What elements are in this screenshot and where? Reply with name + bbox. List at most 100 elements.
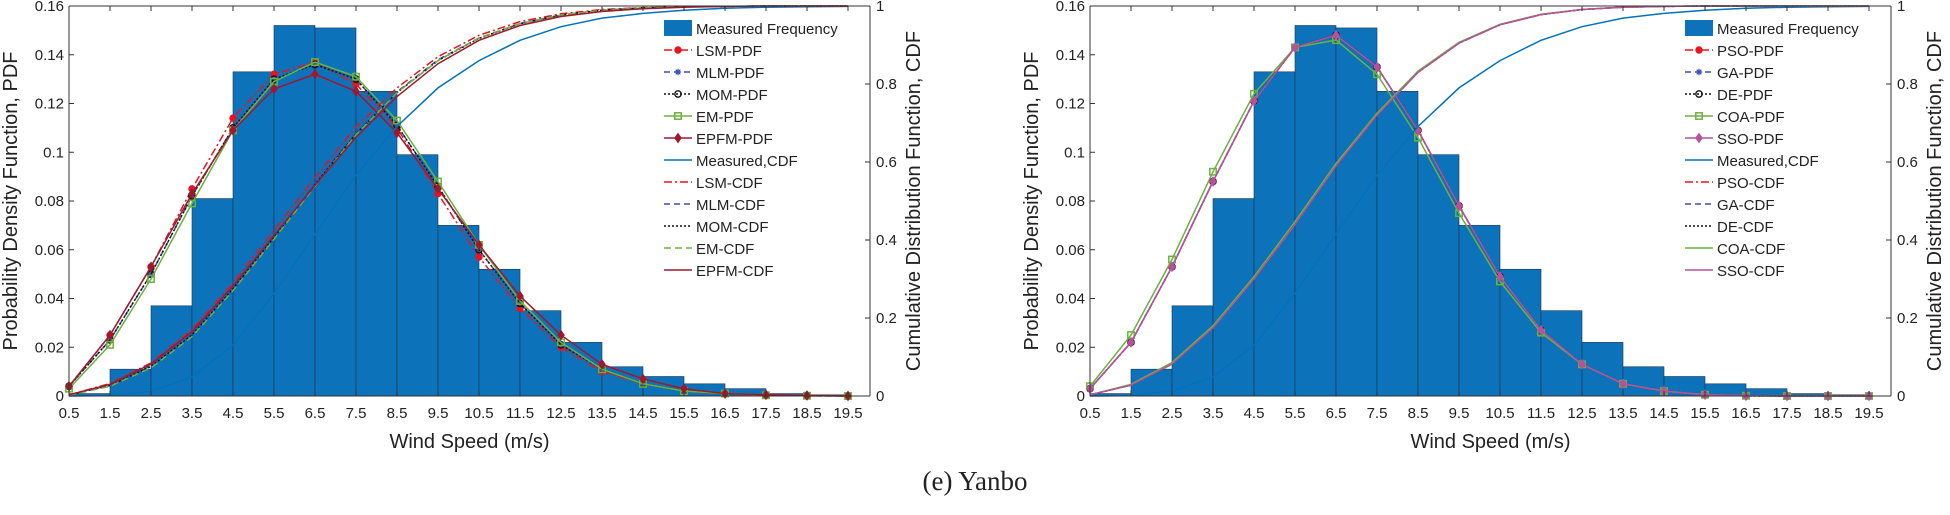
x-tick-label: 7.5 (1367, 405, 1388, 422)
legend-marker (674, 132, 682, 144)
x-tick-label: 11.5 (1527, 405, 1555, 422)
data-point-marker (352, 85, 360, 97)
y-tick-label: 0.02 (35, 339, 64, 356)
y-tick-label: 0 (56, 388, 64, 405)
y-axis-label: Probability Density Function, PDF (0, 51, 22, 350)
legend-label: DE-PDF (1717, 87, 1773, 104)
legend-item: Measured,CDF (664, 153, 798, 170)
histogram-bar (1417, 154, 1460, 397)
x-tick-label: 17.5 (1772, 405, 1801, 422)
data-point-marker (557, 341, 565, 349)
x-tick-label: 10.5 (1485, 405, 1514, 422)
y2-tick-label: 0.8 (1897, 76, 1918, 93)
data-point-marker (475, 253, 483, 261)
data-point-marker (147, 261, 155, 273)
x-tick-label: 4.5 (1244, 405, 1265, 422)
x-tick-label: 14.5 (1649, 405, 1678, 422)
x-tick-label: 2.5 (1162, 405, 1183, 422)
data-point-marker (1537, 324, 1545, 336)
histogram-bar (1581, 342, 1624, 397)
legend-item: Measured Frequency (1685, 20, 1859, 38)
histogram-bar (1745, 388, 1788, 397)
legend-marker (1695, 68, 1703, 76)
data-point-marker (188, 199, 196, 208)
legend-label: Measured,CDF (696, 153, 798, 170)
x-tick-label: 15.5 (669, 405, 698, 422)
x-tick-label: 3.5 (1203, 405, 1224, 422)
x-tick-label: 4.5 (223, 405, 244, 422)
x-tick-label: 18.5 (792, 405, 821, 422)
histogram-bar (314, 27, 357, 397)
legend-marker (1695, 132, 1703, 144)
legend-box (1683, 16, 1889, 278)
x-tick-label: 14.5 (628, 405, 657, 422)
y-tick-label: 0 (1077, 388, 1085, 405)
legend-label: GA-CDF (1717, 197, 1775, 214)
legend-label: Measured Frequency (1717, 21, 1859, 38)
data-point-marker (393, 127, 401, 139)
y-tick-label: 0.12 (35, 96, 64, 113)
legend-item: EPFM-PDF (664, 131, 773, 148)
data-point-marker (1209, 176, 1217, 187)
x-axis-label: Wind Speed (m/s) (389, 431, 549, 453)
y-tick-label: 0.1 (1064, 144, 1085, 161)
x-tick-label: 3.5 (182, 405, 203, 422)
y-tick-label: 0.04 (35, 291, 64, 308)
legend-item: COA-PDF (1685, 109, 1785, 126)
legend-item: LSM-CDF (664, 175, 763, 192)
series-line-measured-cdf (1089, 5, 1870, 397)
x-tick-label: 13.5 (1608, 405, 1637, 422)
legend-item: GA-PDF (1685, 65, 1774, 82)
legend-item: SSO-CDF (1685, 263, 1785, 280)
legend-label: Measured,CDF (1717, 153, 1819, 170)
data-point-marker (1168, 261, 1176, 273)
histogram-bar (1212, 198, 1255, 397)
data-point-marker (557, 329, 565, 341)
series-line-epfm-cdf (68, 5, 848, 396)
x-tick-label: 18.5 (1813, 405, 1842, 422)
histogram-bar (1335, 27, 1378, 397)
data-point-marker (188, 188, 196, 200)
legend-label: EM-PDF (696, 109, 754, 126)
histogram-bar (232, 71, 275, 397)
data-point-marker (475, 239, 483, 251)
legend-marker (1695, 90, 1703, 98)
data-point-marker (516, 290, 524, 302)
legend-label: MLM-PDF (696, 65, 764, 82)
histogram-bar (1171, 305, 1214, 397)
legend-item: MOM-CDF (664, 219, 768, 236)
y-tick-label: 0.02 (1056, 339, 1085, 356)
x-tick-label: 16.5 (1731, 405, 1760, 422)
x-tick-label: 9.5 (1449, 405, 1470, 422)
y-tick-label: 0.06 (1056, 242, 1085, 259)
y-tick-label: 0.06 (35, 242, 64, 259)
series-line-em-cdf (68, 5, 848, 396)
legend-label: COA-CDF (1717, 241, 1785, 258)
x-tick-label: 1.5 (1121, 405, 1142, 422)
legend-item: GA-CDF (1685, 197, 1775, 214)
legend-marker (674, 112, 682, 120)
y-tick-label: 0.08 (35, 193, 64, 210)
legend-label: Measured Frequency (696, 21, 838, 38)
legend-marker (674, 68, 682, 76)
data-point-marker (311, 68, 319, 80)
x-tick-label: 9.5 (428, 405, 449, 422)
x-tick-label: 1.5 (100, 405, 121, 422)
x-tick-label: 15.5 (1690, 405, 1719, 422)
x-tick-label: 6.5 (1326, 405, 1347, 422)
series-line-measured-cdf (68, 5, 849, 397)
y2-tick-label: 0.8 (876, 76, 897, 93)
y2-tick-label: 0 (876, 388, 884, 405)
legend-label: SSO-PDF (1717, 131, 1784, 148)
y-tick-label: 0.14 (1056, 47, 1085, 64)
data-point-marker (1250, 95, 1258, 107)
y-tick-label: 0.04 (1056, 291, 1085, 308)
legend-item: EM-CDF (664, 241, 754, 258)
data-point-marker (434, 183, 442, 195)
legend-label: PSO-PDF (1717, 43, 1784, 60)
x-axis-label: Wind Speed (m/s) (1410, 431, 1570, 453)
x-tick-label: 5.5 (1285, 405, 1306, 422)
legend-label: EPFM-CDF (696, 263, 774, 280)
legend-label: DE-CDF (1717, 219, 1774, 236)
